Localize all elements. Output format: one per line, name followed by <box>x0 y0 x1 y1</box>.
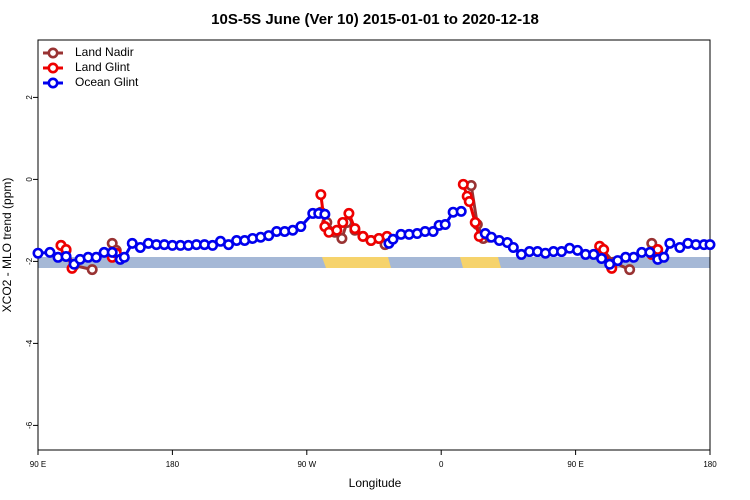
point <box>337 216 349 228</box>
point <box>336 232 348 244</box>
point <box>427 225 439 237</box>
point <box>295 221 307 233</box>
point <box>60 250 72 262</box>
series <box>55 178 664 274</box>
y-tick-label: -4 <box>25 339 34 347</box>
y-axis-label: XCO2 - MLO trend (ppm) <box>0 178 14 313</box>
point <box>644 246 656 258</box>
x-tick-label: 180 <box>166 460 180 469</box>
legend-label: Ocean Glint <box>75 75 139 89</box>
point <box>118 251 130 263</box>
point <box>223 239 235 251</box>
point <box>624 264 636 276</box>
point <box>463 196 475 208</box>
series <box>32 205 716 270</box>
x-tick-label: 0 <box>439 460 444 469</box>
point <box>90 251 102 263</box>
x-tick-label: 90 W <box>297 460 316 469</box>
point <box>507 241 519 253</box>
point <box>469 216 481 228</box>
point <box>263 230 275 242</box>
legend-marker <box>47 47 59 59</box>
point <box>572 244 584 256</box>
point <box>207 239 219 251</box>
point <box>357 230 369 242</box>
point <box>674 241 686 253</box>
point <box>658 251 670 263</box>
point <box>596 253 608 265</box>
y-tick-label: 2 <box>25 95 34 100</box>
y-tick-label: -6 <box>25 421 34 429</box>
point <box>106 246 118 258</box>
x-tick-label: 90 E <box>30 460 46 469</box>
point <box>86 264 98 276</box>
land-strip <box>322 257 391 268</box>
point <box>439 219 451 231</box>
point <box>387 233 399 245</box>
point <box>349 223 361 235</box>
point <box>628 251 640 263</box>
point <box>331 224 343 236</box>
legend-label: Land Nadir <box>75 45 134 59</box>
point <box>44 246 56 258</box>
legend-marker <box>47 62 59 74</box>
point <box>343 207 355 219</box>
x-axis-label: Longitude <box>349 476 402 490</box>
point <box>664 237 676 249</box>
point <box>588 248 600 260</box>
point <box>134 241 146 253</box>
surface-strip <box>38 257 710 268</box>
point <box>126 237 138 249</box>
x-tick-label: 90 E <box>567 460 583 469</box>
point <box>598 244 610 256</box>
point <box>32 247 44 259</box>
y-tick-label: 0 <box>25 177 34 182</box>
point <box>319 208 331 220</box>
point <box>457 178 469 190</box>
chart-title: 10S-5S June (Ver 10) 2015-01-01 to 2020-… <box>211 11 539 28</box>
point <box>315 189 327 201</box>
point <box>455 205 467 217</box>
point <box>704 239 716 251</box>
legend-label: Land Glint <box>75 60 130 74</box>
x-tick-label: 180 <box>703 460 717 469</box>
y-tick-label: -2 <box>25 257 34 265</box>
legend-marker <box>47 77 59 89</box>
land-strip <box>460 257 501 268</box>
